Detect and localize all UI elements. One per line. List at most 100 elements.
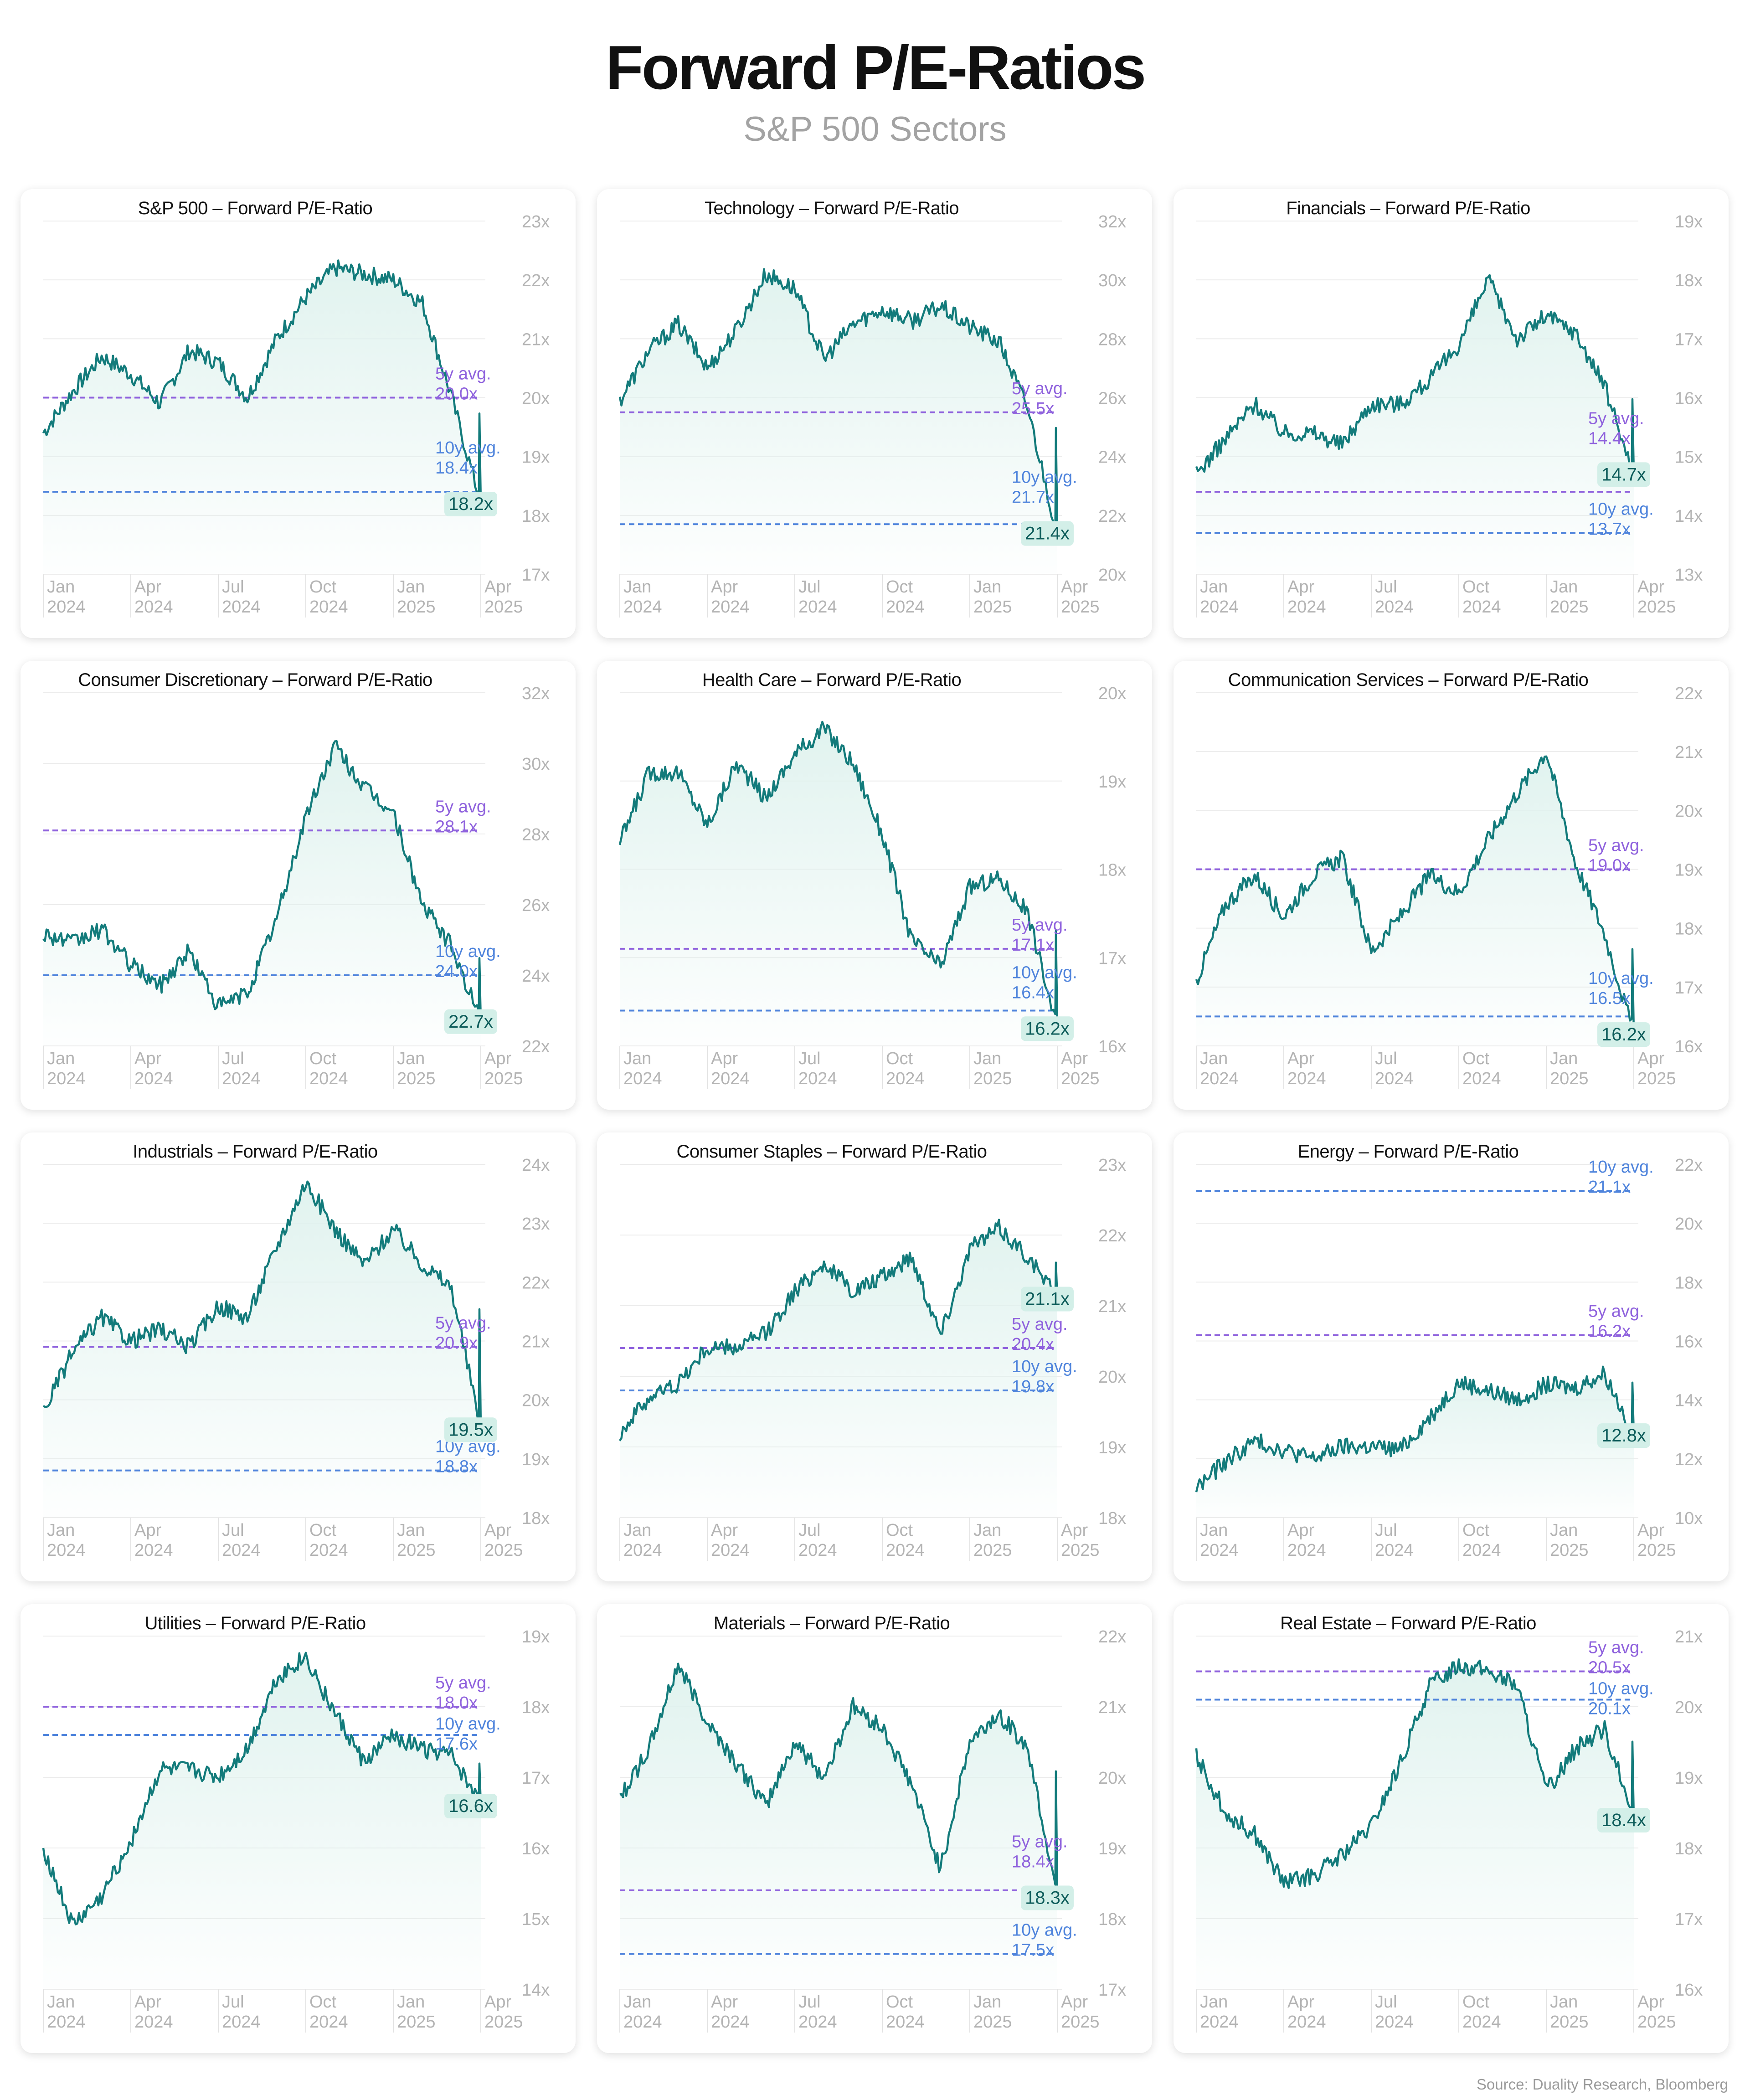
y-tick-label: 17x: [1098, 1981, 1126, 2000]
x-tick-month: Apr: [1061, 1992, 1088, 2012]
x-tick-month: Oct: [886, 1049, 913, 1068]
x-tick-month: Apr: [484, 577, 511, 597]
avg5-value: 20.0x: [435, 385, 478, 404]
last-value-label: 21.4x: [1025, 524, 1070, 544]
x-tick-year: 2024: [1462, 2012, 1501, 2032]
avg5-label: 5y avg.28.1x: [435, 797, 491, 836]
y-tick-label: 32x: [522, 684, 550, 703]
x-tick-month: Jan: [397, 577, 425, 597]
avg10-name: 10y avg.: [1588, 1158, 1654, 1177]
x-tick-year: 2025: [397, 1069, 436, 1088]
x-tick-month: Oct: [886, 1992, 913, 2012]
x-tick-year: 2024: [1287, 1541, 1326, 1560]
y-tick-label: 16x: [1675, 1981, 1703, 2000]
series-area: [43, 741, 481, 1046]
y-tick-label: 20x: [1675, 1698, 1703, 1717]
x-tick-year: 2025: [1061, 1541, 1100, 1560]
x-tick-month: Jan: [1200, 577, 1228, 597]
x-tick-year: 2024: [886, 597, 925, 617]
y-tick-label: 18x: [1098, 1509, 1126, 1528]
y-tick-label: 18x: [1675, 1273, 1703, 1292]
y-tick-label: 30x: [1098, 271, 1126, 290]
y-tick-label: 23x: [522, 212, 550, 232]
y-tick-label: 26x: [1098, 389, 1126, 408]
series-area: [620, 269, 1057, 574]
last-value-label: 16.2x: [1601, 1024, 1646, 1045]
avg5-label: 5y avg.18.4x: [1012, 1832, 1068, 1872]
y-tick-label: 18x: [1675, 271, 1703, 290]
x-tick-month: Jan: [973, 1992, 1001, 2012]
avg10-name: 10y avg.: [435, 942, 501, 961]
avg5-name: 5y avg.: [435, 1673, 491, 1693]
last-value-badge: [1021, 1287, 1074, 1312]
x-tick-year: 2024: [309, 2012, 348, 2032]
x-tick-month: Jan: [47, 1992, 75, 2012]
x-tick-year: 2025: [1061, 2012, 1100, 2032]
y-tick-label: 17x: [1675, 330, 1703, 349]
x-tick-month: Apr: [711, 577, 738, 597]
series-area: [1196, 1659, 1634, 1989]
x-tick-month: Apr: [1061, 1049, 1088, 1068]
x-tick-month: Jan: [1550, 1521, 1578, 1540]
x-tick-year: 2024: [798, 2012, 837, 2032]
x-tick-year: 2025: [397, 597, 436, 617]
x-tick-year: 2024: [309, 1541, 348, 1560]
x-tick-month: Jan: [1550, 1992, 1578, 2012]
y-tick-label: 20x: [1098, 684, 1126, 703]
chart-title: Consumer Discretionary – Forward P/E-Rat…: [78, 670, 432, 690]
x-tick-month: Apr: [1637, 1521, 1664, 1540]
x-tick-year: 2024: [47, 1541, 86, 1560]
avg10-label: 10y avg.19.8x: [1012, 1357, 1077, 1396]
x-tick-year: 2024: [798, 1069, 837, 1088]
avg10-name: 10y avg.: [1588, 969, 1654, 988]
series-area: [1196, 275, 1634, 574]
avg5-value: 25.5x: [1012, 399, 1054, 418]
x-tick-year: 2024: [798, 1541, 837, 1560]
last-value-badge: [1597, 1808, 1650, 1832]
avg10-value: 18.8x: [435, 1457, 478, 1477]
x-tick-month: Oct: [309, 1049, 337, 1068]
avg5-label: 5y avg.17.1x: [1012, 916, 1068, 955]
avg5-value: 20.9x: [435, 1333, 478, 1353]
y-tick-label: 18x: [522, 1698, 550, 1717]
series-line: [618, 268, 1059, 533]
series-line: [1195, 755, 1635, 1035]
chart-title: S&P 500 – Forward P/E-Ratio: [138, 198, 373, 218]
chart-svg: 10x12x14x16x18x20x22xJan2024Apr2024Jul20…: [1195, 1156, 1703, 1561]
x-tick-month: Oct: [1462, 1521, 1490, 1540]
y-tick-label: 19x: [522, 448, 550, 467]
x-tick-year: 2025: [1550, 597, 1589, 617]
chart-title: Consumer Staples – Forward P/E-Ratio: [676, 1142, 988, 1162]
x-tick-year: 2024: [798, 597, 837, 617]
x-tick-year: 2024: [1200, 2012, 1239, 2032]
chart-panel: Materials – Forward P/E-Ratio 17x 18x 19x 20…: [597, 1604, 1152, 2053]
x-tick-year: 2024: [711, 597, 750, 617]
avg10-label: 10y avg.20.1x: [1588, 1679, 1654, 1719]
x-tick-year: 2024: [47, 2012, 86, 2032]
x-tick-month: Jan: [973, 577, 1001, 597]
x-tick-month: Apr: [484, 1049, 511, 1068]
chart-title: Technology – Forward P/E-Ratio: [705, 198, 959, 218]
x-tick-year: 2024: [1287, 597, 1326, 617]
y-tick-label: 18x: [1098, 1910, 1126, 1929]
y-tick-label: 21x: [522, 1333, 550, 1352]
chart-panel: Communication Services – Forward P/E-Rat…: [1174, 661, 1729, 1110]
x-tick-year: 2024: [1200, 597, 1239, 617]
x-tick-month: Apr: [711, 1992, 738, 2012]
y-tick-label: 24x: [1098, 448, 1126, 467]
x-tick-month: Jan: [397, 1521, 425, 1540]
chart-panel: S&P 500 – Forward P/E-Ratio 17x 18x 19x 20x 2…: [21, 189, 576, 638]
series-line: [1195, 1365, 1635, 1493]
chart-svg: 20x22x24x26x28x30x32xJan2024Apr2024Jul20…: [618, 212, 1126, 618]
avg5-value: 14.4x: [1588, 429, 1631, 448]
avg10-value: 17.6x: [435, 1735, 478, 1754]
x-tick-year: 2025: [1637, 597, 1676, 617]
y-tick-label: 23x: [1098, 1156, 1126, 1175]
x-tick-month: Oct: [1462, 1049, 1490, 1068]
avg5-label: 5y avg.20.9x: [435, 1313, 491, 1353]
x-tick-year: 2025: [1637, 1541, 1676, 1560]
y-tick-label: 13x: [1675, 566, 1703, 585]
page-title: Forward P/E-Ratios: [605, 33, 1146, 102]
x-tick-month: Jan: [623, 1992, 651, 2012]
series-line: [619, 1219, 1059, 1441]
